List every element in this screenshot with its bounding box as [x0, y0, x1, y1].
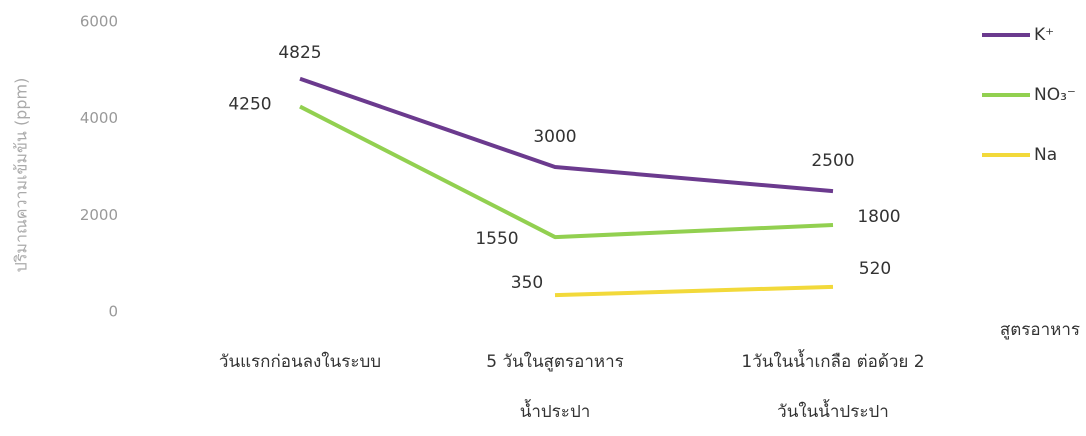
data-label: 4250 — [228, 95, 271, 115]
legend-label: K⁺ — [1034, 25, 1054, 45]
y-tick-label: 2000 — [80, 206, 118, 224]
x-axis-title: สูตรอาหาร — [1000, 320, 1080, 340]
x-tick-label: น้ำประปา — [520, 399, 591, 422]
legend-label: Na — [1034, 145, 1057, 165]
data-label: 4825 — [278, 43, 321, 63]
x-tick-label: 1วันในน้ำเกลือ ต่อด้วย 2 — [741, 349, 924, 372]
x-tick-label: วันแรกก่อนลงในระบบ — [219, 351, 381, 372]
series-line — [554, 284, 834, 298]
data-label: 350 — [511, 273, 543, 293]
series-line — [299, 76, 834, 194]
data-label: 520 — [859, 259, 891, 279]
y-tick-label: 0 — [108, 303, 118, 321]
legend-label: NO₃⁻ — [1034, 85, 1076, 105]
data-label: 1550 — [475, 229, 518, 249]
data-label: 3000 — [533, 127, 576, 147]
x-tick-label: 5 วันในสูตรอาหาร — [486, 351, 624, 372]
y-tick-label: 6000 — [80, 13, 118, 31]
data-label: 1800 — [857, 207, 900, 227]
y-tick-label: 4000 — [80, 109, 118, 127]
series-line — [299, 104, 834, 240]
y-axis-title: ปริมาณความเข้มข้น (ppm) — [12, 78, 31, 273]
x-tick-label: วันในน้ำประปา — [777, 399, 889, 422]
data-label: 2500 — [811, 151, 854, 171]
